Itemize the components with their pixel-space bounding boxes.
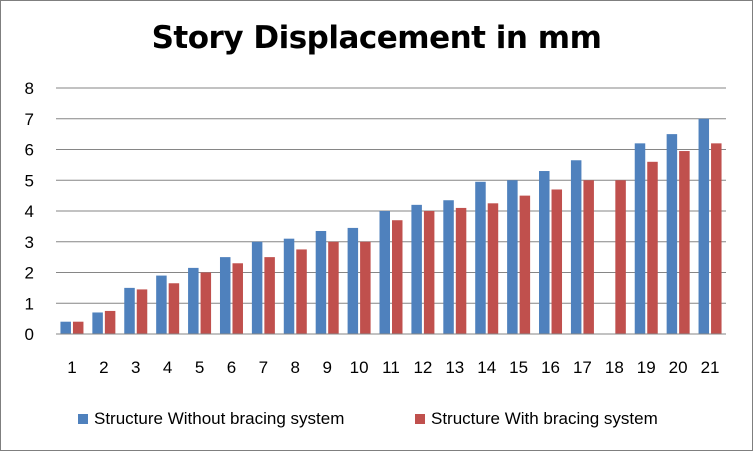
bar-series-1-story-11 <box>379 211 390 334</box>
bar-series-2-story-18 <box>615 180 626 334</box>
bar-series-1-story-13 <box>443 200 454 334</box>
legend-item-series-1: Structure Without bracing system <box>78 408 344 430</box>
x-tick-label: 14 <box>477 358 496 377</box>
gridlines <box>56 87 726 304</box>
bar-series-1-story-19 <box>634 143 646 334</box>
bar-series-2-story-2 <box>104 310 116 334</box>
x-tick-label: 13 <box>445 358 464 377</box>
bar-series-2-story-8 <box>296 249 307 334</box>
x-tick-label: 11 <box>382 358 400 377</box>
bar-series-2-story-12 <box>423 211 435 334</box>
bar-series-1-story-10 <box>347 227 359 334</box>
x-tick-label: 6 <box>227 358 236 377</box>
y-tick-label: 4 <box>25 202 34 221</box>
bar-series-2-story-19 <box>647 161 658 334</box>
legend-label-series-2: Structure With bracing system <box>431 409 658 428</box>
x-tick-label: 9 <box>322 358 331 377</box>
legend-item-series-2: Structure With bracing system <box>415 408 658 430</box>
bar-series-2-story-11 <box>392 220 403 334</box>
bar-series-1-story-12 <box>411 204 422 334</box>
legend-swatch-series-2 <box>415 414 425 424</box>
y-tick-label: 7 <box>25 110 34 129</box>
bar-series-1-story-20 <box>666 134 678 334</box>
bar-series-1-story-17 <box>570 160 582 334</box>
x-tick-label: 18 <box>605 358 624 377</box>
bar-series-1-story-3 <box>124 287 135 334</box>
bar-series-1-story-16 <box>539 171 550 334</box>
bar-series-2-story-1 <box>72 321 84 334</box>
x-tick-label: 4 <box>163 358 172 377</box>
x-tick-label: 19 <box>637 358 656 377</box>
x-tick-label: 5 <box>195 358 204 377</box>
x-tick-label: 8 <box>291 358 300 377</box>
bar-series-2-story-10 <box>360 241 371 334</box>
y-tick-label: 5 <box>25 171 34 190</box>
bar-series-2-story-17 <box>583 180 594 334</box>
bar-series-2-story-16 <box>551 189 563 334</box>
bar-series-2-story-6 <box>232 263 243 334</box>
bar-series-1-story-8 <box>283 238 295 334</box>
bar-series-1-story-6 <box>219 257 231 334</box>
bar-series-2-story-21 <box>711 143 722 334</box>
bar-series-2-story-5 <box>200 272 212 334</box>
x-tick-label: 3 <box>131 358 140 377</box>
bar-series-1-story-7 <box>251 241 263 334</box>
x-tick-label: 1 <box>67 358 76 377</box>
bar-series-1-story-2 <box>92 312 103 334</box>
bars <box>60 118 722 334</box>
legend-label-series-1: Structure Without bracing system <box>94 409 345 428</box>
x-tick-label: 16 <box>541 358 560 377</box>
bar-series-1-story-14 <box>475 181 486 334</box>
bar-series-2-story-15 <box>519 195 531 334</box>
x-tick-label: 10 <box>350 358 369 377</box>
x-tick-label: 7 <box>259 358 268 377</box>
chart-title: Story Displacement in mm <box>151 20 602 56</box>
x-tick-label: 21 <box>701 358 720 377</box>
y-tick-label: 6 <box>25 141 34 160</box>
y-tick-label: 2 <box>25 264 34 283</box>
bar-series-2-story-3 <box>136 289 148 334</box>
x-tick-label: 20 <box>669 358 688 377</box>
bar-series-1-story-1 <box>60 321 71 334</box>
x-tick-label: 17 <box>573 358 592 377</box>
x-tick-label: 2 <box>99 358 108 377</box>
bar-series-1-story-4 <box>156 275 167 334</box>
y-tick-label: 1 <box>25 294 34 313</box>
bar-series-1-story-15 <box>507 180 518 334</box>
y-tick-label: 3 <box>25 233 34 252</box>
bar-series-2-story-9 <box>328 241 339 334</box>
bar-series-2-story-14 <box>487 203 499 334</box>
bar-series-2-story-20 <box>679 151 690 334</box>
bar-series-1-story-21 <box>698 118 710 334</box>
bar-series-1-story-9 <box>315 230 327 334</box>
legend-swatch-series-1 <box>78 414 88 424</box>
bar-series-2-story-13 <box>455 207 467 334</box>
bar-series-2-story-7 <box>264 257 275 334</box>
x-tick-labels: 1 2 3 4 5 6 7 8 9 10 11 12 13 14 15 16 17 18 19 20 21 <box>67 358 719 377</box>
y-tick-label: 8 <box>25 79 34 98</box>
bar-series-2-story-4 <box>168 283 180 334</box>
y-tick-label: 0 <box>25 325 34 344</box>
x-tick-label: 12 <box>413 358 432 377</box>
y-tick-labels: 0 1 2 3 4 5 6 7 8 <box>25 79 34 344</box>
bar-series-1-story-5 <box>188 267 199 334</box>
x-tick-label: 15 <box>509 358 528 377</box>
